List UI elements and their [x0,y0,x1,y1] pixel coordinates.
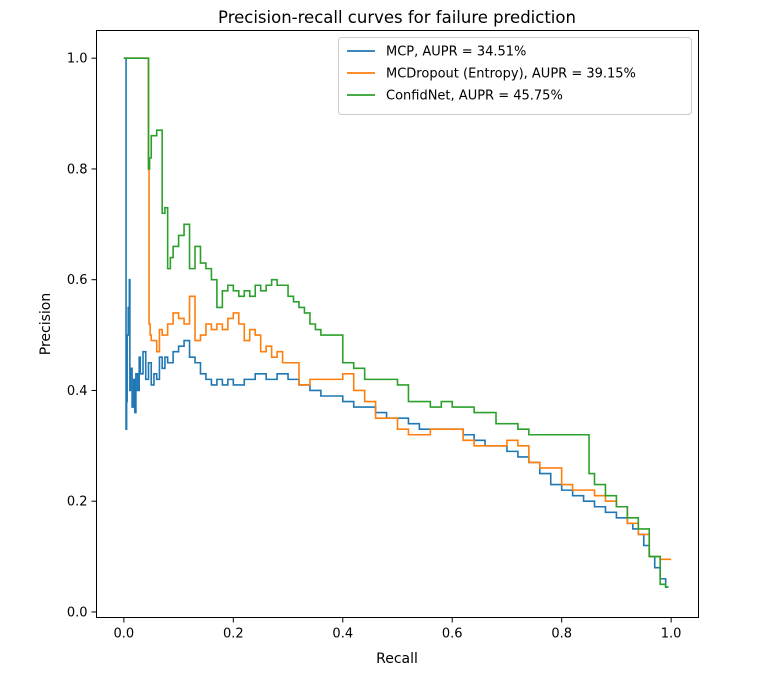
y-tick-label: 0.6 [67,273,88,288]
y-axis-ticks: 0.0 0.2 0.4 0.6 0.8 1.0 [67,52,97,620]
legend-label-1: MCP, AUPR = 34.51% [386,45,526,60]
legend-label-3: ConfidNet, AUPR = 45.75% [386,89,563,104]
x-tick-label: 0.2 [223,627,244,642]
legend: MCP, AUPR = 34.51% MCDropout (Entropy), A… [338,37,692,115]
x-axis-ticks: 0.0 0.2 0.4 0.6 0.8 1.0 [114,617,682,642]
y-tick-label: 0.2 [67,495,88,510]
y-tick-label: 1.0 [67,52,88,67]
legend-label-2: MCDropout (Entropy), AUPR = 39.15% [386,67,636,82]
y-tick-label: 0.0 [67,605,88,620]
series-line-1 [123,57,669,588]
series-line-3 [123,57,669,588]
x-tick-label: 1.0 [661,627,682,642]
series-lines [123,57,672,588]
chart-title: Precision-recall curves for failure pred… [218,8,576,27]
x-tick-label: 0.0 [114,627,135,642]
y-axis-label: Precision [38,293,54,355]
plot-area-frame [96,30,699,618]
x-tick-label: 0.8 [551,627,572,642]
x-tick-label: 0.6 [442,627,463,642]
series-line-2 [123,57,672,561]
legend-box [338,37,692,115]
x-axis-label: Recall [376,651,418,667]
y-tick-label: 0.4 [67,384,88,399]
y-tick-label: 0.8 [67,162,88,177]
x-tick-label: 0.4 [332,627,353,642]
